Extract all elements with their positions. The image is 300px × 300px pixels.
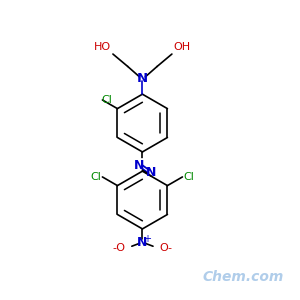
Text: +: + bbox=[143, 233, 151, 244]
Text: Chem.com: Chem.com bbox=[202, 270, 284, 284]
Text: Cl: Cl bbox=[101, 95, 112, 105]
Text: OH: OH bbox=[174, 42, 191, 52]
Text: HO: HO bbox=[94, 42, 111, 52]
Text: O-: O- bbox=[160, 243, 173, 253]
Text: N: N bbox=[134, 159, 144, 172]
Text: Cl: Cl bbox=[183, 172, 194, 182]
Text: N: N bbox=[137, 72, 148, 85]
Text: N: N bbox=[137, 236, 148, 249]
Text: N: N bbox=[146, 166, 156, 178]
Text: Cl: Cl bbox=[91, 172, 101, 182]
Text: -O: -O bbox=[112, 243, 125, 253]
